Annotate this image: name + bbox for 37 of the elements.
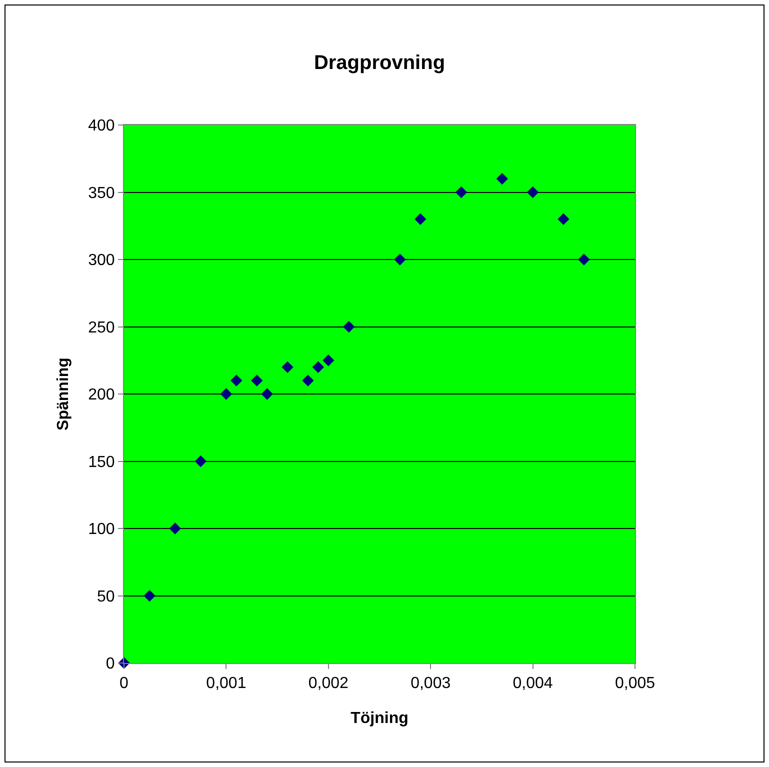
point (526, 186, 539, 198)
point (558, 213, 570, 225)
x-axis-title: Töjning (350, 710, 408, 727)
point (414, 213, 426, 225)
point (394, 254, 406, 266)
point (169, 522, 181, 534)
point (261, 388, 273, 400)
point (312, 361, 324, 373)
chart-title: Dragprovning (314, 52, 446, 74)
x-tick-label: 0,003 (410, 675, 451, 692)
point (220, 388, 232, 400)
y-tick-label: 100 (88, 521, 115, 538)
point (194, 455, 206, 468)
x-tick-label: 0,004 (512, 675, 553, 692)
x-tick-label: 0 (120, 675, 129, 692)
point (302, 374, 314, 386)
y-tick-label: 300 (88, 252, 115, 270)
point (282, 361, 294, 373)
y-tick-label: 200 (88, 386, 115, 404)
x-tick-label: 0,002 (308, 675, 349, 692)
y-tick-label: 350 (88, 184, 115, 202)
y-tick-label: 0 (106, 656, 115, 673)
x-tick-label: 0,005 (614, 675, 656, 692)
point (455, 186, 468, 198)
point (578, 254, 590, 266)
point (342, 320, 355, 333)
y-tick-label: 400 (88, 118, 115, 135)
y-tick-label: 150 (88, 454, 115, 471)
x-tick-label: 0,001 (206, 675, 246, 692)
point (251, 374, 263, 386)
point (144, 590, 156, 602)
y-tick-label: 50 (97, 588, 115, 606)
point (322, 354, 334, 366)
point (230, 374, 242, 386)
y-tick-label: 250 (88, 319, 115, 336)
point (496, 172, 508, 185)
y-axis-title: Spänning (54, 358, 72, 430)
